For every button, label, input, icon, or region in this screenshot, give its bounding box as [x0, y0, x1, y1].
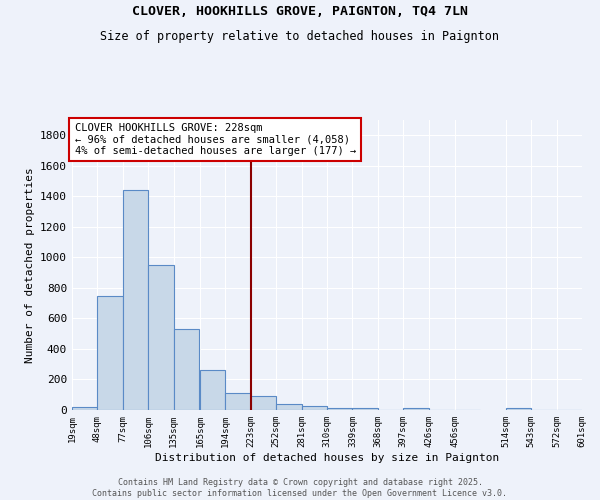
- Bar: [97, 296, 123, 410]
- Text: Size of property relative to detached houses in Paignton: Size of property relative to detached ho…: [101, 30, 499, 43]
- Bar: [352, 408, 378, 410]
- Bar: [403, 408, 428, 410]
- Bar: [506, 408, 531, 410]
- Bar: [148, 265, 173, 410]
- Text: CLOVER, HOOKHILLS GROVE, PAIGNTON, TQ4 7LN: CLOVER, HOOKHILLS GROVE, PAIGNTON, TQ4 7…: [132, 5, 468, 18]
- Text: CLOVER HOOKHILLS GROVE: 228sqm
← 96% of detached houses are smaller (4,058)
4% o: CLOVER HOOKHILLS GROVE: 228sqm ← 96% of …: [74, 123, 356, 156]
- X-axis label: Distribution of detached houses by size in Paignton: Distribution of detached houses by size …: [155, 452, 499, 462]
- Bar: [327, 408, 352, 410]
- Bar: [200, 370, 226, 410]
- Y-axis label: Number of detached properties: Number of detached properties: [25, 167, 35, 363]
- Bar: [72, 407, 97, 410]
- Bar: [276, 404, 302, 410]
- Text: Contains HM Land Registry data © Crown copyright and database right 2025.
Contai: Contains HM Land Registry data © Crown c…: [92, 478, 508, 498]
- Bar: [226, 393, 251, 410]
- Bar: [123, 190, 148, 410]
- Bar: [302, 406, 327, 410]
- Bar: [173, 329, 199, 410]
- Bar: [251, 396, 276, 410]
